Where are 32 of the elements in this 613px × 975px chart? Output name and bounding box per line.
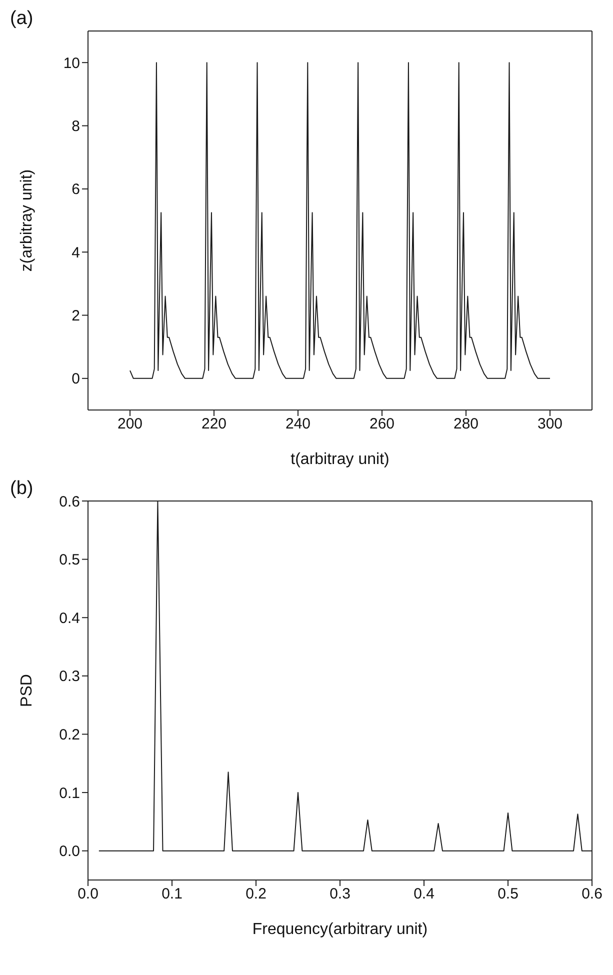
x-tick-label: 0.6 <box>582 886 602 903</box>
x-tick-label: 0.4 <box>414 886 434 903</box>
y-tick-label: 4 <box>72 244 80 262</box>
x-tick-label: 0.5 <box>498 886 518 903</box>
x-tick-label: 280 <box>453 416 479 433</box>
y-tick-label: 2 <box>72 308 80 325</box>
y-tick-label: 0.0 <box>59 843 80 860</box>
y-tick-label: 0.2 <box>59 726 80 744</box>
y-tick-label: 6 <box>72 181 80 198</box>
y-tick-label: 8 <box>72 118 80 136</box>
y-tick-label: 0.4 <box>59 610 80 627</box>
x-tick-label: 300 <box>537 416 563 433</box>
y-axis-title: z(arbitray unit) <box>18 169 36 272</box>
x-axis-title: t(arbitray unit) <box>290 451 390 468</box>
x-tick-label: 200 <box>117 416 143 433</box>
x-tick-label: 260 <box>369 416 395 433</box>
x-tick-label: 0.2 <box>246 886 266 903</box>
line-series <box>130 62 550 379</box>
x-axis-title: Frequency(arbitrary unit) <box>252 921 428 938</box>
chart-title: (a) <box>10 8 34 30</box>
x-tick-label: 0.3 <box>330 886 350 903</box>
y-tick-label: 0.1 <box>59 784 80 802</box>
y-axis-title: PSD <box>18 674 36 707</box>
y-tick-label: 0.6 <box>59 493 80 510</box>
x-tick-label: 240 <box>285 416 311 433</box>
x-tick-label: 0.1 <box>162 886 182 903</box>
x-tick-label: 220 <box>201 416 227 433</box>
y-tick-label: 0 <box>72 370 80 388</box>
y-tick-label: 0.5 <box>59 552 80 569</box>
y-tick-label: 0.3 <box>59 668 80 686</box>
y-tick-label: 10 <box>63 54 80 72</box>
chart-title: (b) <box>10 478 34 500</box>
